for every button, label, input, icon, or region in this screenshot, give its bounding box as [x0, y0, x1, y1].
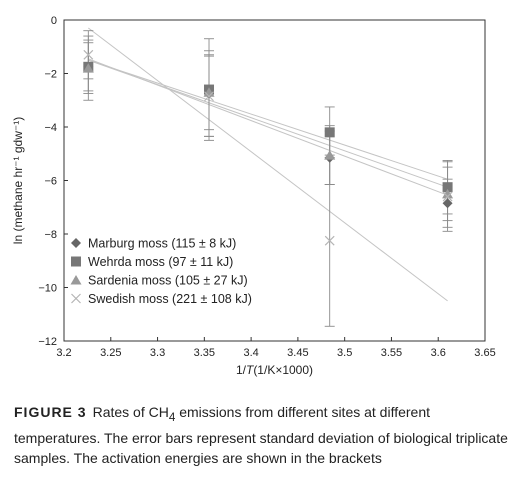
legend-label-1: Marburg moss (115 ± 8 kJ)	[88, 237, 236, 251]
fit-line-series-2	[88, 59, 448, 180]
data-point-series-3	[442, 188, 454, 199]
x-tick-label: 3.3	[150, 347, 165, 359]
data-point-series-1	[442, 198, 453, 209]
y-tick-label: 0	[51, 15, 57, 27]
legend: Marburg moss (115 ± 8 kJ) Wehrda moss (97…	[70, 237, 252, 306]
legend-label-4: Swedish moss (221 ± 108 kJ)	[88, 292, 252, 306]
x-axis-title: 1/T(1/K×1000)	[236, 363, 313, 377]
y-tick-label: −12	[38, 336, 57, 348]
data-point-series-4-stroke	[442, 191, 453, 202]
legend-label-3: Sardenia moss (105 ± 27 kJ)	[88, 274, 248, 288]
y-axis-title: ln (methane hr⁻¹ gdw⁻¹)	[11, 117, 25, 244]
x-tick-label: 3.65	[474, 347, 495, 359]
data-point-series-2	[324, 127, 335, 138]
x-tick-label: 3.5	[337, 347, 352, 359]
y-tick-label: −8	[44, 229, 57, 241]
legend-label-2: Wehrda moss (97 ± 11 kJ)	[88, 255, 233, 269]
legend-marker-1	[71, 238, 81, 248]
legend-marker-4	[71, 293, 81, 304]
data-point-series-3	[82, 63, 94, 73]
caption-text-end: emissions from different sites at differ…	[14, 404, 508, 466]
y-tick-label: −4	[44, 122, 57, 134]
x-tick-label: 3.4	[243, 347, 258, 359]
legend-marker-3	[70, 275, 82, 285]
fit-line-series-4	[88, 27, 448, 302]
x-tick-label: 3.35	[194, 347, 215, 359]
caption-text-start: Rates of CH	[92, 404, 169, 420]
data-point-series-3	[324, 150, 336, 160]
data-point-series-4	[442, 191, 453, 202]
x-tick-label: 3.25	[100, 347, 121, 359]
fit-line-series-3	[88, 59, 448, 188]
figure-caption: FIGURE 3 Rates of CH4 emissions from diff…	[14, 402, 514, 468]
x-tick-label: 3.45	[287, 347, 308, 359]
x-tick-label: 3.55	[381, 347, 402, 359]
y-tick-label: −6	[44, 176, 57, 188]
data-point-series-4	[324, 235, 335, 246]
plot-area: 3.2 3.25 3.3 3.35 3.4 3.45 3.5 3.55 3.6 3.65 0 −2 −4…	[11, 15, 496, 377]
caption-subscript: 4	[168, 410, 176, 424]
data-point-series-4	[83, 49, 94, 60]
figure: 3.2 3.25 3.3 3.35 3.4 3.45 3.5 3.55 3.6 3.65 0 −2 −4…	[11, 15, 496, 377]
figure-label: FIGURE 3	[14, 404, 87, 420]
data-point-series-2	[442, 182, 453, 193]
data-point-series-4-stroke	[83, 49, 94, 60]
legend-marker-4-stroke	[71, 293, 81, 304]
data-point-series-3	[203, 87, 215, 97]
x-tick-label: 3.6	[431, 347, 446, 359]
y-tick-label: −2	[44, 69, 57, 81]
chart: 3.2 3.25 3.3 3.35 3.4 3.45 3.5 3.55 3.6 3.65 0 −2 −4…	[11, 15, 496, 377]
legend-marker-2	[71, 256, 81, 267]
y-tick-label: −10	[38, 283, 57, 295]
data-point-series-4-stroke	[324, 235, 335, 246]
data-point-series-4	[204, 91, 214, 102]
data-point-series-4-stroke	[204, 91, 214, 102]
x-tick-label: 3.2	[56, 347, 71, 359]
